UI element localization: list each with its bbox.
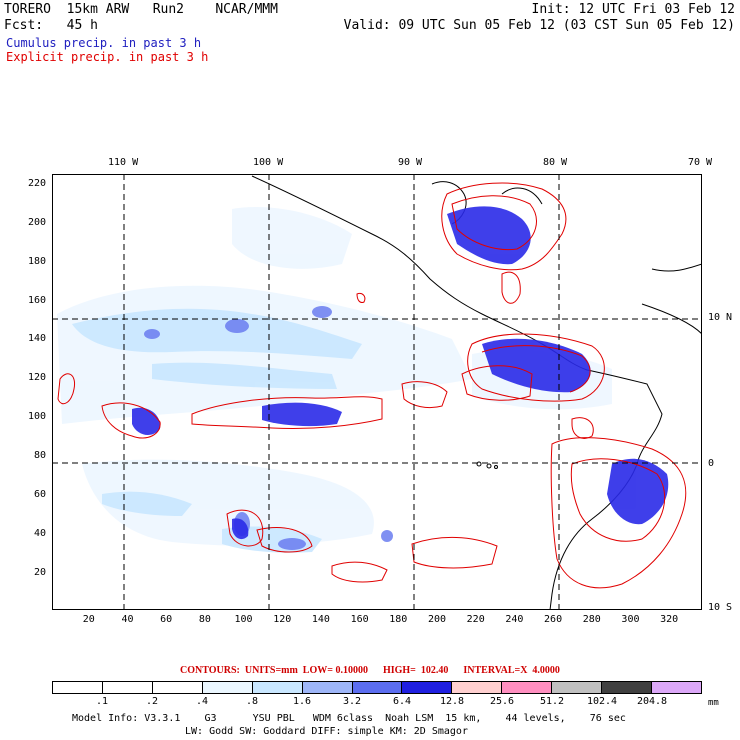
explicit-legend: Explicit precip. in past 3 h: [6, 50, 209, 64]
colorbar-level-label: .2: [145, 696, 159, 707]
forecast-hour: Fcst: 45 h: [4, 18, 98, 33]
lat-label-10n: 10 N: [708, 312, 733, 323]
lon-label-100w: 100 W: [253, 157, 284, 168]
x-tick-label: 200: [427, 614, 447, 625]
colorbar-unit: mm: [708, 698, 719, 708]
lat-label-0: 0: [708, 458, 715, 469]
model-info-line1: Model Info: V3.3.1 G3 YSU PBL WDM 6class…: [72, 713, 626, 724]
x-tick-label: 320: [660, 614, 679, 625]
colorbar-level-label: 51.2: [539, 696, 565, 707]
colorbar-level-label: 1.6: [292, 696, 312, 707]
colorbar-level-label: .1: [95, 696, 109, 707]
y-tick-label: 40: [34, 528, 47, 540]
y-tick-label: 100: [28, 411, 47, 423]
model-info-line2: LW: Godd SW: Goddard DIFF: simple KM: 2D…: [185, 726, 468, 737]
y-tick-label: 160: [28, 294, 47, 306]
colorbar-cell: [602, 682, 653, 693]
colorbar-level-label: 102.4: [586, 696, 618, 707]
x-tick-label: 280: [582, 614, 601, 625]
y-tick-label: 60: [34, 489, 47, 501]
colorbar-level-label: .8: [245, 696, 259, 707]
y-tick-label: 220: [28, 177, 47, 189]
colorbar-level-label: 204.8: [636, 696, 668, 707]
cumulus-dark-cells: [144, 306, 393, 550]
x-tick-label: 80: [198, 614, 211, 625]
x-tick-label: 140: [311, 614, 330, 625]
colorbar-cell: [402, 682, 453, 693]
x-tick-label: 260: [544, 614, 563, 625]
colorbar-cell: [352, 682, 403, 693]
x-tick-label: 300: [621, 614, 640, 625]
x-tick-label: 100: [234, 614, 253, 625]
colorbar-level-label: 6.4: [392, 696, 412, 707]
colorbar-level-label: 12.8: [439, 696, 465, 707]
colorbar-level-label: .4: [195, 696, 209, 707]
lat-label-10s: 10 S: [708, 602, 733, 613]
model-title: TORERO 15km ARW Run2 NCAR/MMM: [4, 2, 278, 17]
contours-info: CONTOURS: UNITS=mm LOW= 0.10000 HIGH= 10…: [180, 665, 560, 676]
colorbar-cell: [302, 682, 353, 693]
x-tick-label: 220: [466, 614, 485, 625]
x-tick-label: 20: [82, 614, 95, 625]
precip-colorbar: [52, 681, 702, 694]
x-tick-label: 180: [389, 614, 408, 625]
x-tick-label: 160: [350, 614, 369, 625]
y-tick-label: 140: [28, 333, 47, 345]
y-tick-label: 180: [28, 255, 47, 267]
colorbar-cell: [502, 682, 553, 693]
y-tick-label: 120: [28, 372, 47, 384]
y-tick-label: 200: [28, 216, 47, 228]
colorbar-cell: [452, 682, 503, 693]
lon-label-80w: 80 W: [543, 157, 568, 168]
colorbar-level-label: 3.2: [342, 696, 362, 707]
init-time: Init: 12 UTC Fri 03 Feb 12: [531, 2, 736, 17]
precip-map: [52, 174, 702, 610]
colorbar-cell: [152, 682, 203, 693]
colorbar-cell: [202, 682, 253, 693]
colorbar-cell: [53, 682, 103, 693]
colorbar-cell: [652, 682, 701, 693]
x-tick-label: 60: [160, 614, 173, 625]
y-tick-label: 20: [34, 567, 47, 579]
x-tick-label: 120: [273, 614, 292, 625]
explicit-red-contours: [57, 182, 687, 589]
lon-label-70w: 70 W: [688, 157, 713, 168]
x-tick-label: 240: [505, 614, 524, 625]
y-tick-label: 80: [34, 450, 47, 462]
valid-time: Valid: 09 UTC Sun 05 Feb 12 (03 CST Sun …: [343, 18, 735, 33]
colorbar-cell: [552, 682, 603, 693]
lon-label-110w: 110 W: [108, 157, 139, 168]
lat-lon-grid: [52, 174, 702, 610]
colorbar-cell: [252, 682, 303, 693]
lon-label-90w: 90 W: [398, 157, 423, 168]
cumulus-legend: Cumulus precip. in past 3 h: [6, 36, 202, 50]
map-frame: [52, 174, 702, 610]
colorbar-cell: [102, 682, 153, 693]
x-tick-label: 40: [121, 614, 134, 625]
colorbar-level-label: 25.6: [489, 696, 515, 707]
